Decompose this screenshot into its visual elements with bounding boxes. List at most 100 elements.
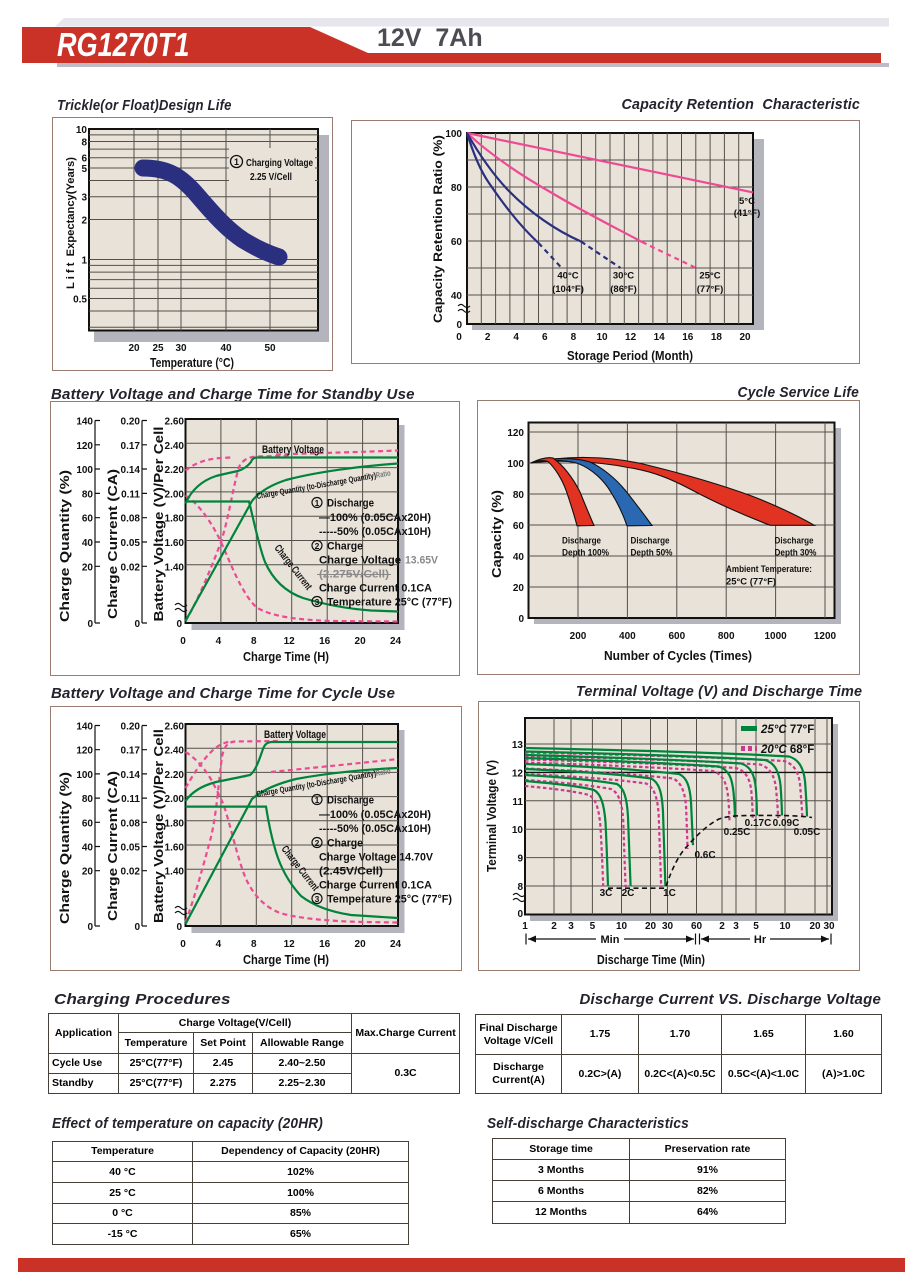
svg-text:Discharge Time (Min): Discharge Time (Min) <box>597 953 705 967</box>
svg-text:3: 3 <box>733 921 739 932</box>
svg-text:Temperature 25°C (77°F): Temperature 25°C (77°F) <box>327 894 452 906</box>
svg-text:Discharge: Discharge <box>327 498 374 510</box>
svg-text:Battery Voltage: Battery Voltage <box>262 444 324 456</box>
svg-text:100: 100 <box>507 459 524 470</box>
svg-text:Charge Current (CA): Charge Current (CA) <box>106 469 120 619</box>
svg-text:0: 0 <box>134 619 140 630</box>
svg-text:10: 10 <box>779 921 791 932</box>
svg-text:2.20: 2.20 <box>165 465 185 476</box>
svg-text:Charge Current (CA): Charge Current (CA) <box>106 771 120 921</box>
svg-text:12: 12 <box>284 636 296 647</box>
svg-text:800: 800 <box>718 631 735 642</box>
svg-text:8: 8 <box>251 636 257 647</box>
svg-text:0.20: 0.20 <box>121 722 141 733</box>
svg-text:Hr: Hr <box>754 934 767 946</box>
svg-text:40: 40 <box>451 291 463 302</box>
svg-text:80: 80 <box>82 794 94 805</box>
svg-text:L i f t Expectancy(Years): L i f t Expectancy(Years) <box>65 157 77 289</box>
svg-text:(86°F): (86°F) <box>610 284 637 295</box>
svg-text:(104°F): (104°F) <box>552 284 584 295</box>
svg-text:10: 10 <box>76 125 88 136</box>
svg-text:1.80: 1.80 <box>165 818 185 829</box>
svg-text:120: 120 <box>507 428 524 439</box>
svg-text:2: 2 <box>485 332 491 343</box>
svg-text:80: 80 <box>82 489 94 500</box>
svg-text:10: 10 <box>512 825 524 836</box>
svg-text:20: 20 <box>355 636 367 647</box>
svg-text:40: 40 <box>82 843 94 854</box>
svg-text:Charge Time (H): Charge Time (H) <box>243 952 329 967</box>
svg-text:12: 12 <box>284 939 296 950</box>
svg-text:80: 80 <box>513 490 525 501</box>
svg-text:24: 24 <box>390 636 402 647</box>
svg-text:Terminal Voltage (V): Terminal Voltage (V) <box>485 760 499 872</box>
svg-text:Capacity Retention Ratio (%): Capacity Retention Ratio (%) <box>433 135 445 323</box>
svg-text:Depth 50%: Depth 50% <box>631 548 673 559</box>
svg-text:24: 24 <box>390 939 402 950</box>
svg-text:16: 16 <box>319 636 331 647</box>
svg-text:(2.45V/Cell): (2.45V/Cell) <box>319 866 383 878</box>
svg-text:1000: 1000 <box>764 631 787 642</box>
svg-text:25°C 77°F: 25°C 77°F <box>760 724 814 736</box>
svg-text:0: 0 <box>176 922 182 933</box>
svg-text:Charge Current 0.1CA: Charge Current 0.1CA <box>319 880 432 892</box>
svg-text:Charge: Charge <box>327 541 363 553</box>
svg-text:1.40: 1.40 <box>165 562 185 573</box>
svg-text:0: 0 <box>176 619 182 630</box>
svg-text:2: 2 <box>719 921 725 932</box>
svg-text:8: 8 <box>571 332 577 343</box>
svg-text:0.11: 0.11 <box>121 489 140 500</box>
svg-text:140: 140 <box>76 722 93 733</box>
svg-text:1.80: 1.80 <box>165 514 185 525</box>
svg-text:0.09C: 0.09C <box>773 818 800 829</box>
svg-text:140: 140 <box>76 417 93 428</box>
svg-text:Temperature 25°C (77°F): Temperature 25°C (77°F) <box>327 597 452 609</box>
svg-text:-----50% (0.05CAx10H): -----50% (0.05CAx10H) <box>319 823 431 835</box>
svg-text:20: 20 <box>809 921 821 932</box>
svg-text:Discharge: Discharge <box>327 795 374 807</box>
svg-text:2.60: 2.60 <box>165 417 185 428</box>
svg-text:Charge Quantity (%): Charge Quantity (%) <box>58 772 72 924</box>
svg-text:1: 1 <box>234 157 239 167</box>
svg-text:Charge Voltage 14.70V: Charge Voltage 14.70V <box>319 852 434 864</box>
svg-text:600: 600 <box>668 631 685 642</box>
svg-text:(41°F): (41°F) <box>734 208 761 219</box>
svg-text:0.6C: 0.6C <box>694 850 715 861</box>
svg-text:0.11: 0.11 <box>121 794 140 805</box>
svg-text:2.25 V/Cell: 2.25 V/Cell <box>250 172 292 183</box>
svg-text:0: 0 <box>180 939 186 950</box>
svg-text:0.20: 0.20 <box>121 417 141 428</box>
svg-text:2.40: 2.40 <box>165 441 185 452</box>
svg-text:60: 60 <box>691 921 703 932</box>
svg-text:0: 0 <box>180 636 186 647</box>
svg-text:4: 4 <box>513 332 519 343</box>
svg-text:3: 3 <box>568 921 574 932</box>
svg-text:1.60: 1.60 <box>165 538 185 549</box>
svg-text:8: 8 <box>81 138 87 149</box>
svg-text:40: 40 <box>220 343 232 354</box>
svg-text:100: 100 <box>76 465 93 476</box>
svg-text:Discharge: Discharge <box>562 536 601 547</box>
svg-text:0.17C: 0.17C <box>745 818 772 829</box>
svg-text:0: 0 <box>456 320 462 331</box>
svg-text:Depth 100%: Depth 100% <box>562 548 609 559</box>
svg-text:Depth 30%: Depth 30% <box>775 548 817 559</box>
svg-text:12: 12 <box>512 768 524 779</box>
svg-text:6: 6 <box>81 154 87 165</box>
svg-text:4: 4 <box>216 636 222 647</box>
svg-text:20°C 68°F: 20°C 68°F <box>760 744 814 756</box>
svg-text:20: 20 <box>739 332 751 343</box>
svg-text:20: 20 <box>645 921 657 932</box>
svg-text:2.60: 2.60 <box>165 722 185 733</box>
svg-text:0.5: 0.5 <box>73 295 87 306</box>
svg-text:20: 20 <box>82 867 94 878</box>
svg-text:Charge Quantity (%): Charge Quantity (%) <box>58 470 72 622</box>
svg-text:10: 10 <box>616 921 628 932</box>
svg-text:Temperature (°C): Temperature (°C) <box>150 356 234 370</box>
svg-text:80: 80 <box>451 183 463 194</box>
svg-text:0.17: 0.17 <box>121 441 141 452</box>
svg-text:Charge: Charge <box>327 838 363 850</box>
svg-text:10: 10 <box>596 332 608 343</box>
svg-text:30: 30 <box>175 343 187 354</box>
svg-text:60: 60 <box>82 818 94 829</box>
